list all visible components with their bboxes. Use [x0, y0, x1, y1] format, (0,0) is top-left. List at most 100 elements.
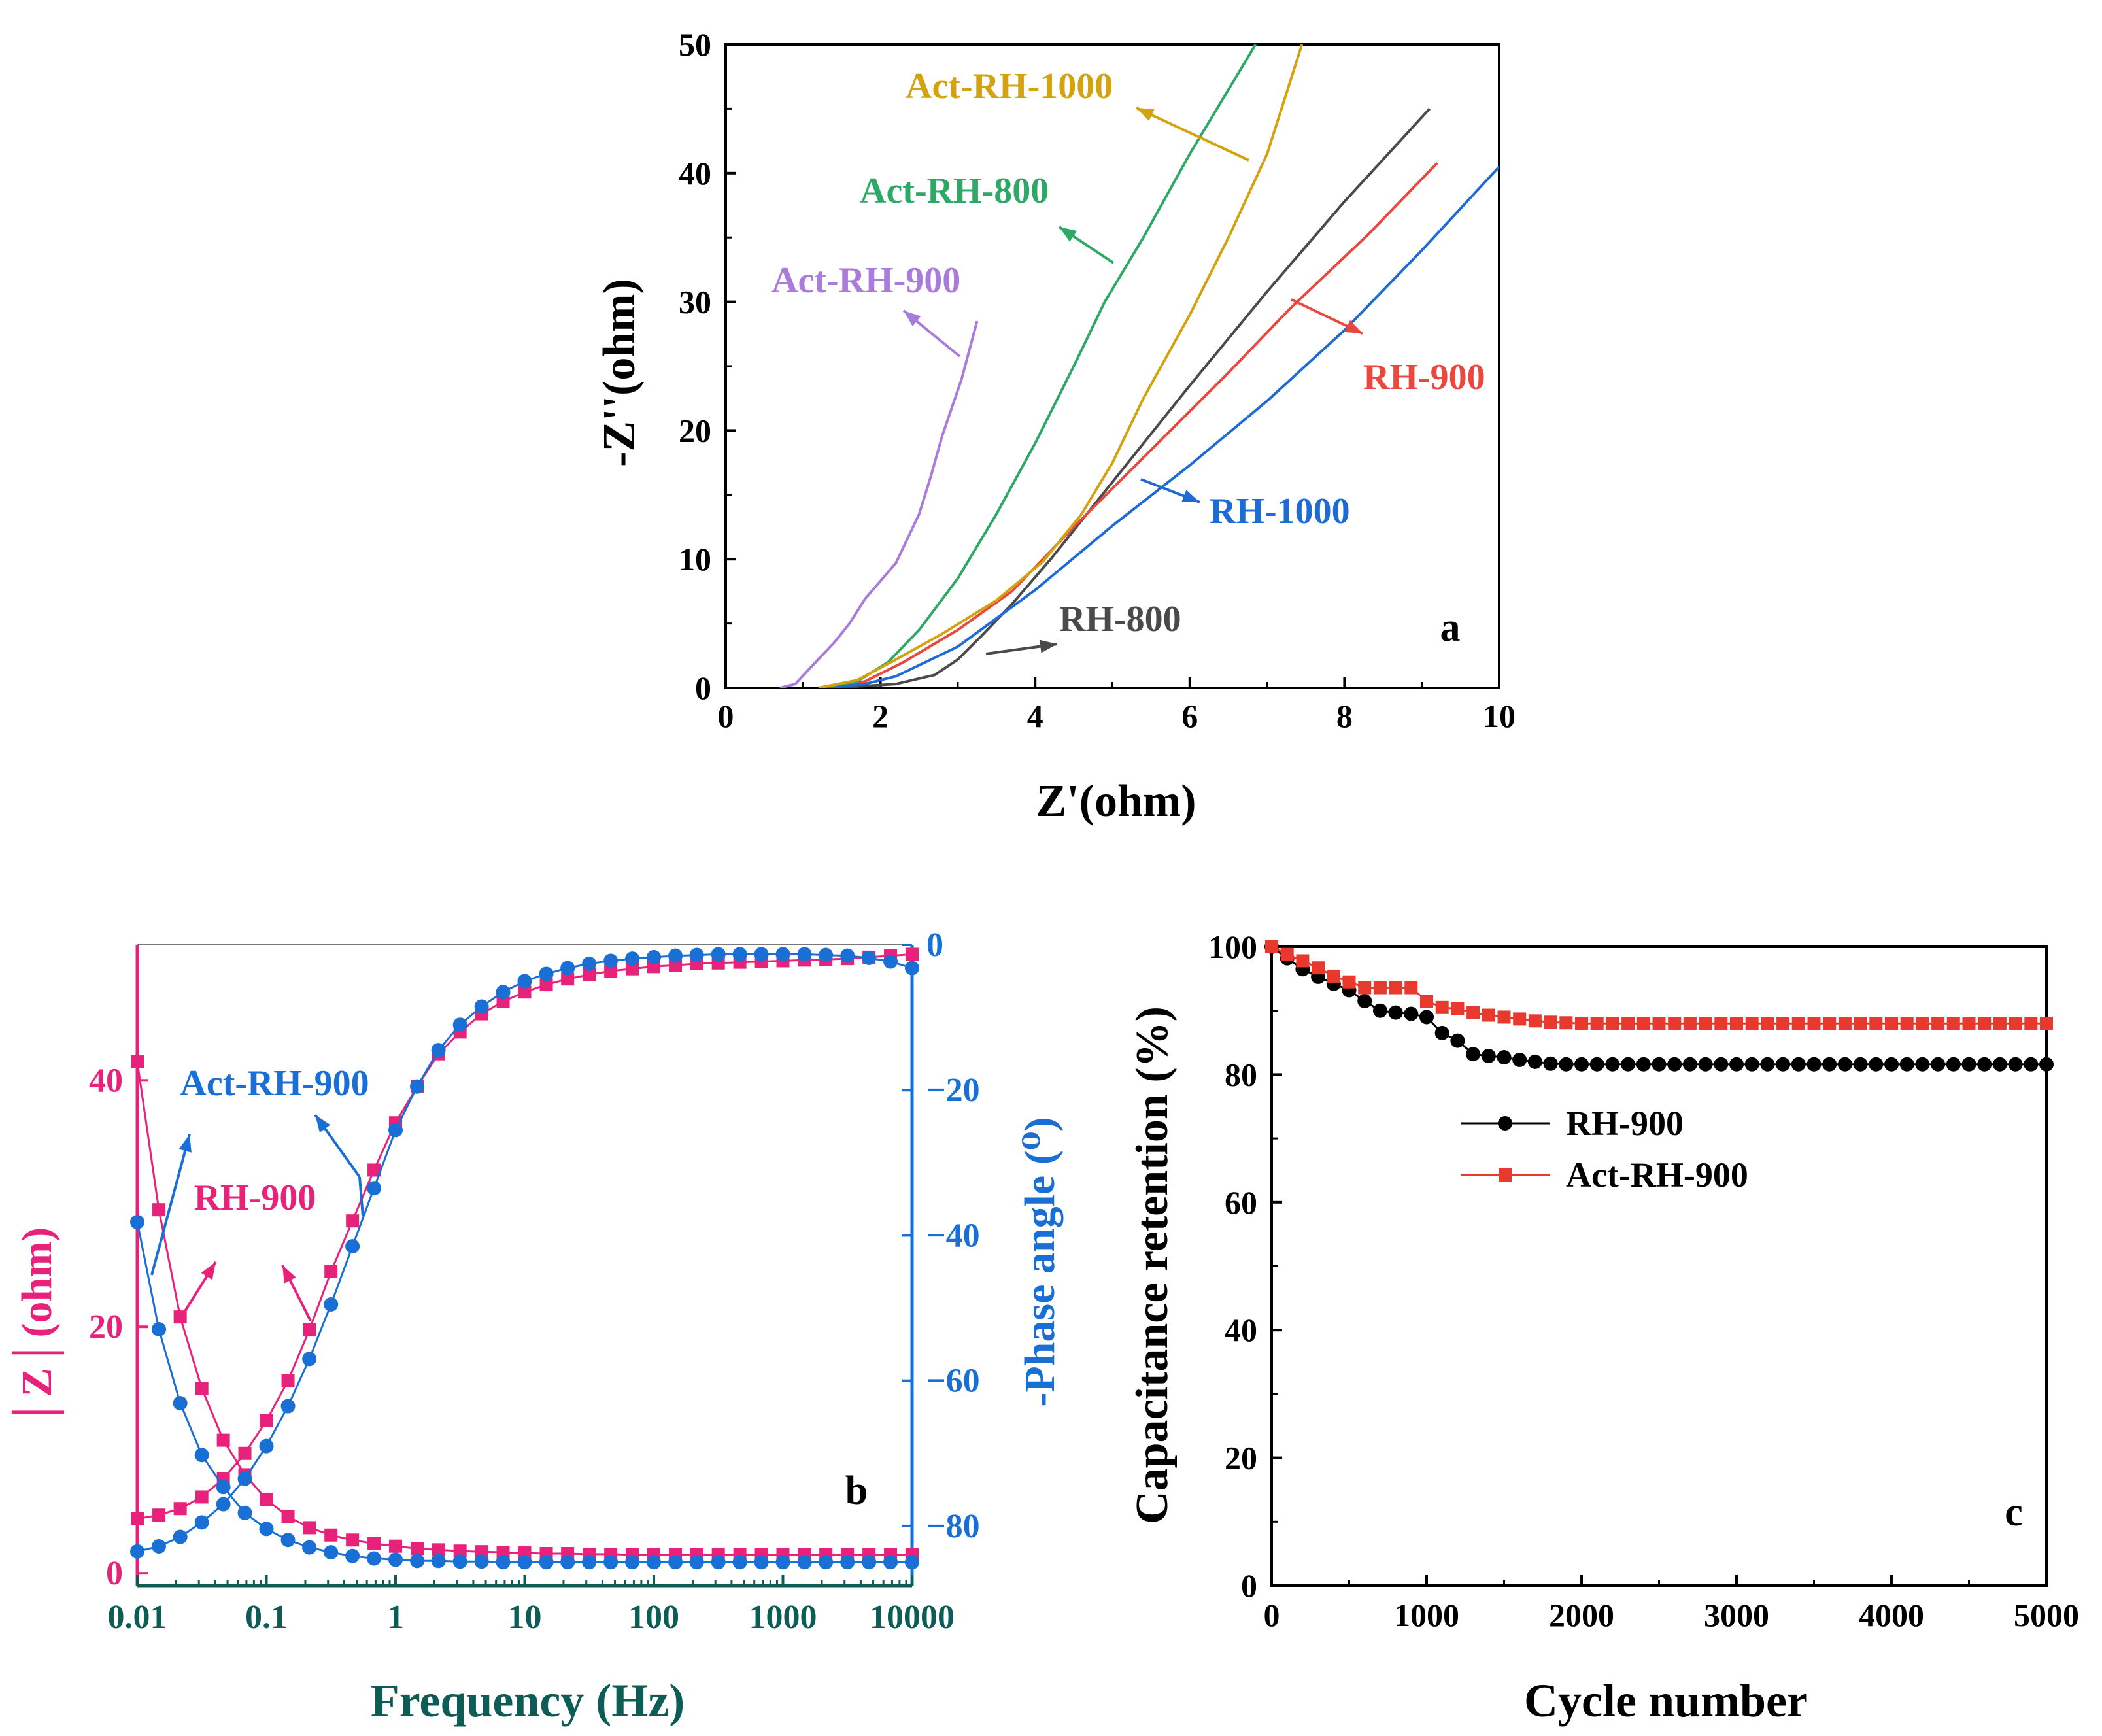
panel-a-x-tick-label: 2	[872, 698, 889, 734]
data-point	[1435, 1000, 1449, 1014]
panel-b-y-right-axis-label: -Phase angle (⁰)	[1016, 1117, 1064, 1406]
annotation-arrow-head	[282, 1265, 296, 1284]
data-point	[1916, 1017, 1929, 1030]
annotation-arrow-head	[1059, 227, 1077, 242]
data-point	[1714, 1017, 1728, 1030]
data-point	[452, 1554, 467, 1569]
data-point	[1373, 981, 1387, 995]
panel-a-y-tick-label: 30	[679, 284, 711, 320]
annotation-arrow-head	[1181, 490, 1200, 502]
data-point	[367, 1551, 382, 1566]
data-point	[1621, 1057, 1636, 1072]
data-point	[260, 1493, 273, 1506]
data-point	[1404, 1006, 1419, 1021]
panel-a-x-tick-label: 0	[718, 698, 734, 734]
data-point	[2024, 1017, 2038, 1030]
data-point	[1729, 1057, 1744, 1072]
data-point	[280, 1399, 296, 1414]
data-point	[432, 1543, 445, 1557]
data-point	[582, 1555, 597, 1570]
data-point	[410, 1079, 425, 1094]
panel-b-x-axis-label: Frequency (Hz)	[371, 1675, 685, 1727]
data-point	[1357, 994, 1372, 1009]
panel-c-y-tick-label: 80	[1225, 1056, 1257, 1093]
data-point	[1853, 1057, 1868, 1072]
series-line	[136, 1061, 912, 1556]
data-point	[259, 1438, 274, 1454]
series-line	[137, 953, 913, 1553]
data-point	[431, 1043, 446, 1058]
data-point	[131, 1512, 144, 1525]
data-point	[603, 953, 619, 968]
data-point	[539, 1555, 554, 1570]
data-point	[194, 1448, 209, 1463]
data-point	[647, 949, 661, 964]
data-point	[281, 1374, 295, 1387]
annotation-arrow-head	[201, 1262, 216, 1280]
annotation-label: Act-RH-900	[771, 260, 960, 301]
data-point	[1559, 1057, 1574, 1072]
panel-a-y-tick-label: 20	[679, 412, 711, 449]
series-line-act-rh-800	[818, 44, 1257, 688]
annotation-label: RH-900	[1363, 357, 1485, 398]
data-point	[324, 1297, 339, 1312]
panel-c-x-tick-label: 0	[1264, 1597, 1280, 1633]
annotation-arrow-head	[178, 1134, 192, 1153]
data-point	[1497, 1010, 1511, 1024]
panel-c-frame	[1270, 945, 2048, 1587]
data-point	[1527, 1054, 1542, 1069]
panel-b-y-right-tick-label: −60	[926, 1363, 980, 1400]
data-point	[1931, 1017, 1945, 1030]
data-point	[324, 1265, 338, 1278]
data-point	[302, 1352, 317, 1367]
data-point	[1481, 1049, 1496, 1064]
data-point	[1776, 1017, 1790, 1030]
panel-b-y-right-tick-label: 0	[926, 927, 943, 964]
data-point	[1977, 1057, 1992, 1072]
data-point	[152, 1322, 167, 1336]
panel-c-y-axis-label: Capacitance retention (%)	[1127, 1006, 1178, 1524]
data-point	[1482, 1008, 1495, 1022]
data-point	[754, 947, 769, 962]
legend-label: RH-900	[1566, 1104, 1684, 1143]
data-point	[259, 1522, 274, 1537]
data-point	[1761, 1017, 1774, 1030]
panel-c-cycling-plot: Cycle number Capacitance retention (%) c…	[1127, 928, 2079, 1727]
series-line	[136, 1221, 912, 1563]
data-point	[883, 954, 898, 969]
data-point	[1466, 1006, 1480, 1019]
panel-c-x-tick-label: 2000	[1549, 1597, 1614, 1633]
panel-a-nyquist-plot: Z'(ohm) -Z''(ohm) a 0 2 4 6 8 10 0 10 20 30 40 50 Ac…	[594, 26, 1516, 826]
data-point	[452, 1017, 467, 1032]
data-point	[216, 1433, 230, 1447]
data-point	[1884, 1057, 1899, 1072]
data-point	[496, 1555, 511, 1570]
data-point	[496, 985, 511, 1000]
data-point	[517, 974, 532, 989]
data-point	[1683, 1017, 1697, 1030]
data-point	[797, 947, 812, 962]
panel-b-x-tick-label: 100	[628, 1599, 679, 1636]
panel-b-label: b	[845, 1469, 868, 1513]
data-point	[346, 1214, 360, 1228]
data-point	[303, 1323, 316, 1336]
data-point	[840, 1555, 855, 1570]
data-point	[173, 1529, 188, 1544]
data-point	[1652, 1017, 1666, 1030]
panel-b-y-left-axis-label: │Z│(ohm)	[11, 1227, 65, 1427]
data-point	[367, 1181, 382, 1196]
annotation-label: RH-900	[194, 1178, 316, 1218]
data-point	[195, 1490, 209, 1504]
data-point	[647, 1555, 661, 1570]
series-line	[137, 953, 913, 1520]
data-point	[496, 1546, 510, 1559]
panel-a-x-tick-label: 10	[1483, 698, 1516, 734]
data-point	[668, 1555, 683, 1570]
panel-b-x-tick-label: 0.01	[108, 1599, 167, 1636]
data-point	[367, 1163, 381, 1177]
series-line-act-rh-1000	[818, 44, 1304, 688]
data-point	[732, 947, 747, 962]
data-point	[1589, 1057, 1604, 1072]
data-point	[518, 985, 532, 999]
data-point	[862, 1555, 877, 1570]
